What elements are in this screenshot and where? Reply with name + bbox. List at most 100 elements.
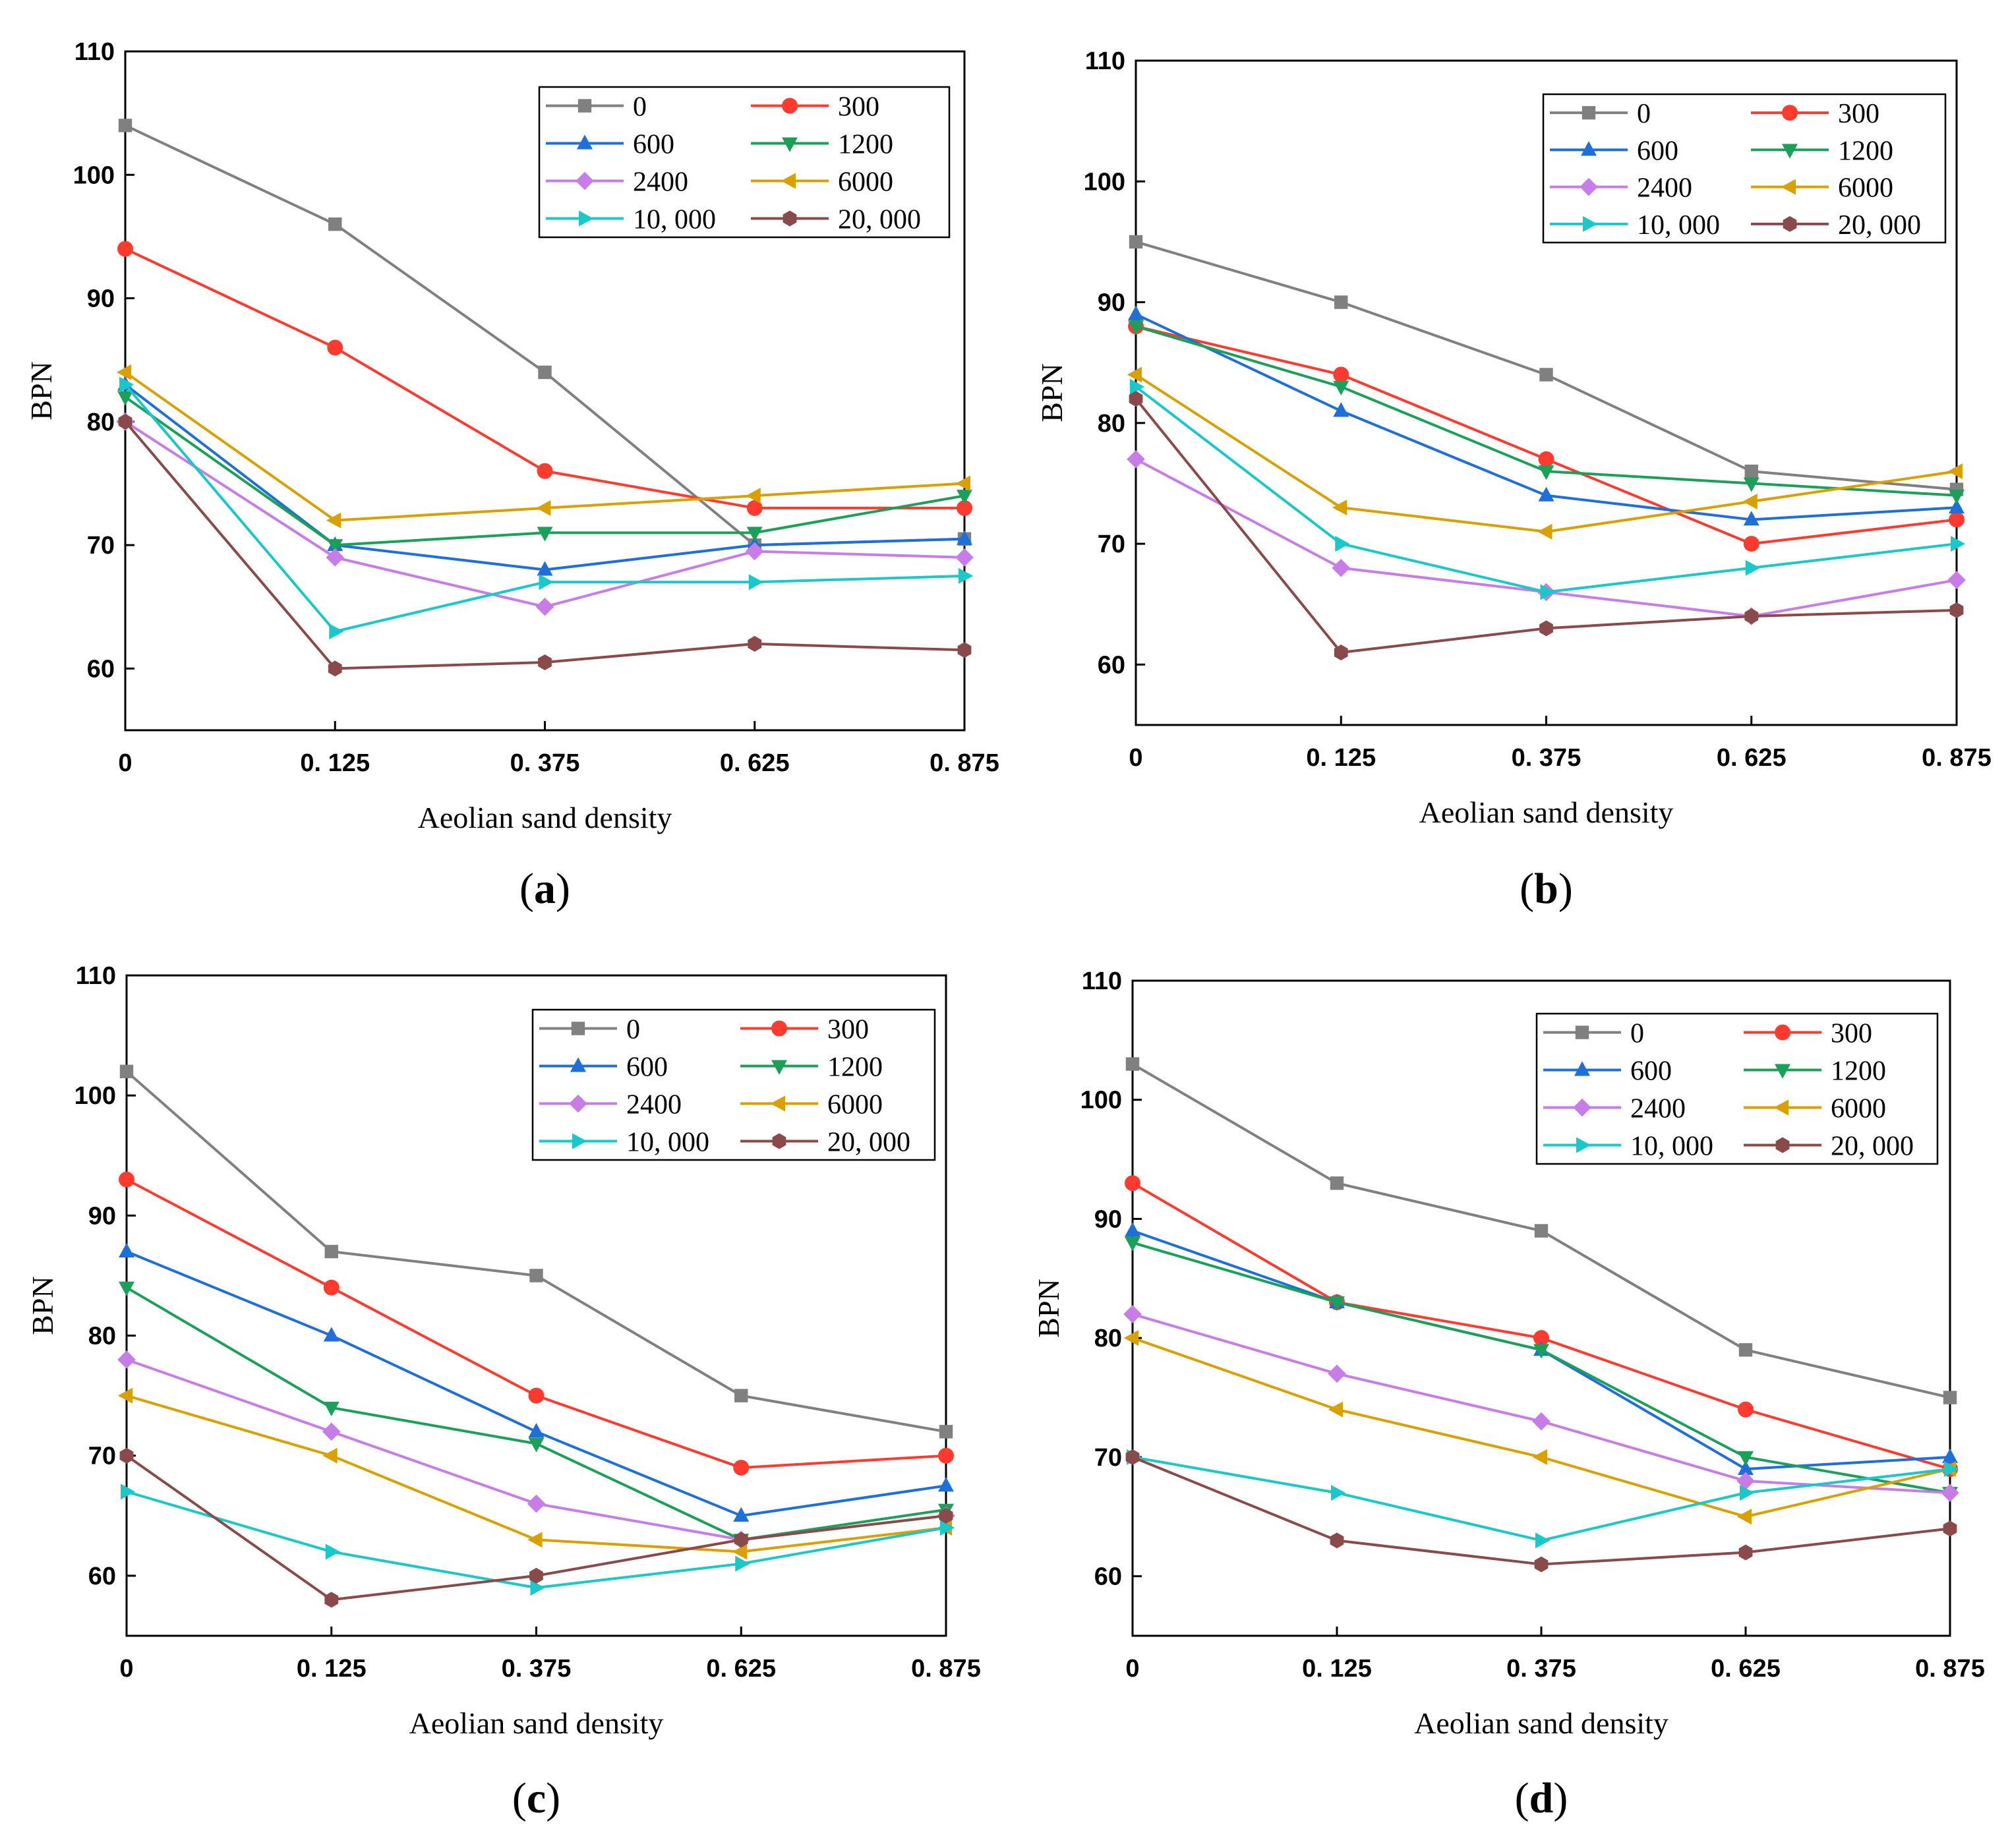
- x-tick-label: 0. 625: [1711, 1655, 1781, 1683]
- legend-label: 600: [633, 130, 674, 160]
- legend-box: [1542, 93, 1947, 244]
- data-point: [117, 1350, 136, 1369]
- data-point: [1743, 511, 1759, 526]
- y-tick-label: 70: [87, 532, 115, 560]
- legend-marker: [1574, 1061, 1590, 1076]
- legend-marker: [1575, 1025, 1589, 1039]
- legend-label: 2400: [626, 1090, 682, 1120]
- data-point: [748, 635, 762, 652]
- data-point: [119, 1064, 134, 1078]
- x-tick-label: 0: [1125, 1655, 1139, 1683]
- legend-marker: [1573, 1098, 1591, 1117]
- legend-marker: [1775, 1064, 1790, 1079]
- x-axis-title: Aeolian sand density: [418, 801, 672, 834]
- legend-label: 20, 000: [1831, 1132, 1914, 1162]
- data-point: [1738, 1451, 1754, 1466]
- y-tick-label: 70: [88, 1443, 116, 1470]
- data-point: [1334, 295, 1348, 309]
- legend-marker: [569, 1094, 587, 1113]
- data-point: [529, 1269, 543, 1283]
- panel-label: (b): [1520, 865, 1573, 913]
- data-point: [1330, 1176, 1344, 1190]
- data-point: [957, 642, 972, 658]
- y-tick-label: 100: [1080, 1087, 1122, 1114]
- series: [1130, 378, 1966, 600]
- data-point: [733, 1507, 750, 1522]
- data-point: [1128, 320, 1144, 335]
- x-tick-label: 0: [1129, 744, 1142, 772]
- y-tick-label: 100: [74, 1082, 116, 1110]
- data-point: [1944, 1460, 1959, 1477]
- y-tick-label: 90: [1094, 1205, 1122, 1233]
- data-point: [329, 623, 344, 640]
- data-point: [1744, 464, 1758, 478]
- chart-panel-c: 60 70 80 90 100 110 0 0. 125 0. 375 0. 625 0. 875 A…: [26, 962, 981, 1822]
- x-tick-label: 0. 375: [1512, 744, 1581, 772]
- data-point: [1123, 1305, 1142, 1323]
- y-tick-label: 110: [1085, 47, 1125, 75]
- data-point: [1942, 1448, 1958, 1463]
- legend-marker: [782, 137, 798, 152]
- legend-marker: [1583, 216, 1598, 232]
- data-point: [117, 241, 133, 257]
- x-tick-label: 0. 875: [911, 1655, 981, 1683]
- data-point: [735, 1555, 750, 1572]
- series: [1125, 1175, 1958, 1477]
- y-axis-title: BPN: [1035, 363, 1069, 422]
- legend-marker: [1783, 216, 1797, 232]
- data-point: [745, 542, 764, 561]
- legend-marker: [572, 1133, 587, 1149]
- data-point: [1943, 1391, 1957, 1404]
- data-point: [1125, 1175, 1140, 1192]
- y-tick-label: 70: [1098, 531, 1125, 558]
- legend-label: 6000: [1831, 1094, 1886, 1124]
- x-tick-label: 0. 625: [720, 749, 790, 777]
- x-tick-label: 0. 375: [1506, 1655, 1576, 1683]
- data-point: [1538, 465, 1554, 480]
- series: [117, 241, 972, 516]
- data-point: [1534, 1556, 1549, 1573]
- data-point: [1123, 1330, 1138, 1346]
- y-tick-label: 60: [1098, 651, 1125, 679]
- x-tick-label: 0. 875: [1915, 1655, 1985, 1683]
- data-point: [955, 548, 974, 567]
- data-point: [121, 1484, 136, 1500]
- data-point: [537, 463, 553, 479]
- series: [116, 364, 970, 529]
- x-tick-label: 0: [118, 749, 132, 777]
- y-tick-label: 90: [87, 285, 115, 313]
- legend-label: 300: [838, 92, 879, 123]
- data-point: [1332, 500, 1347, 516]
- data-point: [328, 660, 342, 677]
- legend-label: 300: [827, 1015, 869, 1045]
- series: [119, 376, 974, 640]
- data-point: [327, 339, 343, 356]
- data-point: [1745, 560, 1760, 576]
- data-point: [1736, 1509, 1752, 1525]
- data-point: [1949, 602, 1964, 618]
- y-tick-label: 90: [88, 1202, 116, 1230]
- legend: 0 300 600 1200 2400 6000 10, 000 20, 000: [538, 86, 951, 239]
- data-point: [116, 364, 131, 380]
- data-point: [1534, 1224, 1549, 1238]
- data-point: [325, 1544, 340, 1560]
- series: [119, 1064, 953, 1439]
- legend-label: 300: [1838, 99, 1879, 129]
- data-point: [938, 1477, 954, 1492]
- data-point: [959, 567, 974, 584]
- data-point: [1738, 1544, 1753, 1561]
- series: [119, 1242, 954, 1522]
- x-tick-label: 0. 875: [1922, 744, 1992, 772]
- legend-label: 0: [1637, 99, 1651, 129]
- data-point: [528, 1387, 545, 1404]
- legend-label: 6000: [1838, 173, 1893, 204]
- data-point: [1125, 1057, 1140, 1071]
- data-point: [119, 1447, 134, 1464]
- data-point: [1532, 1449, 1547, 1465]
- legend-label: 2400: [633, 167, 688, 198]
- legend-box: [531, 1008, 936, 1161]
- y-tick-label: 80: [1094, 1325, 1122, 1352]
- legend-label: 10, 000: [1637, 210, 1720, 241]
- data-point: [746, 500, 763, 516]
